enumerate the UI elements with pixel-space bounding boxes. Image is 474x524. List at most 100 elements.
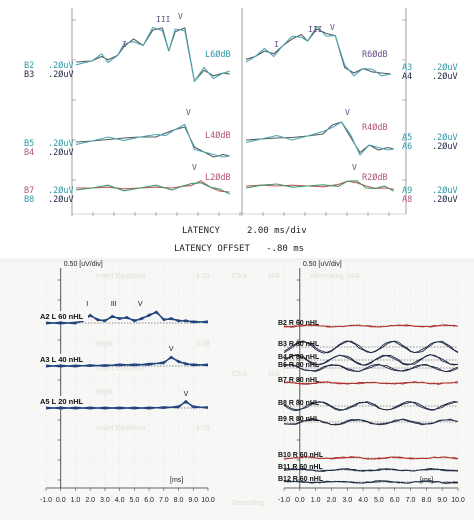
top-right-wave-marker: I bbox=[274, 40, 279, 49]
top-left-channel-label: B4 bbox=[24, 148, 34, 158]
top-left-scale-label: .2ØuV bbox=[48, 185, 74, 196]
top-left-level-label: L4ØdB bbox=[205, 130, 231, 141]
top-left-wave-marker: V bbox=[178, 12, 183, 21]
bottom-right-x-tick-label: -1.0 bbox=[278, 497, 290, 504]
bottom-left-x-tick-label: 1.0 bbox=[71, 497, 81, 504]
bottom-right-x-tick-label: 5.0 bbox=[374, 497, 384, 504]
bottom-right-trace-1-1 bbox=[283, 340, 459, 354]
bottom-right-x-tick-label: 6.0 bbox=[390, 497, 400, 504]
top-right-wave-marker: V bbox=[345, 108, 350, 117]
bottom-right-trace-label: B9 R 80 nHL bbox=[278, 416, 320, 423]
bottom-right-trace-7-1 bbox=[283, 456, 459, 460]
top-trace-5-1 bbox=[245, 180, 395, 192]
bottom-left-label-bg bbox=[42, 311, 88, 321]
bottom-left-x-tick-label: 8.0 bbox=[174, 497, 184, 504]
top-labels: B2 .2ØuV B3 .2ØuV B5 .2ØuV B4 .2ØuV B7 .2ØuV B8 .2Ø… bbox=[24, 12, 458, 205]
faint-bg-label: Alternating bbox=[310, 273, 344, 280]
top-trace-3-1 bbox=[245, 25, 391, 77]
top-left-channel-label: B7 bbox=[24, 186, 34, 196]
top-left-channel-label: B8 bbox=[24, 195, 34, 205]
bottom-right-trace-label: B3 R 80 nHL bbox=[278, 341, 320, 348]
top-right-level-label: R2ØdB bbox=[362, 172, 388, 183]
bottom-right-trace-label: B6 R 80 nHL bbox=[278, 362, 320, 369]
bottom-left-trace-label: A3 L 40 nHL bbox=[40, 355, 84, 364]
bottom-left-x-tick-label: 3.0 bbox=[100, 497, 110, 504]
bottom-left-label-bg bbox=[42, 354, 88, 364]
bottom-right-unit-label: [ms] bbox=[420, 477, 433, 484]
bottom-right-trace-5-0 bbox=[283, 401, 459, 411]
top-right-channel-label: A5 bbox=[402, 133, 412, 143]
bottom-right-x-tick-label: 3.0 bbox=[342, 497, 352, 504]
bottom-left-trace-2-2 bbox=[45, 401, 209, 410]
bottom-abr-panel: Insert Earphone Right Insert Earphone Right… bbox=[0, 261, 474, 520]
bottom-left-trace-label: A2 L 60 nHL bbox=[40, 312, 84, 321]
bottom-left-trace-2-1 bbox=[46, 400, 209, 409]
bottom-right-trace-9-1 bbox=[283, 480, 459, 484]
top-left-wave-marker: III bbox=[156, 15, 171, 24]
top-right-channel-label: A9 bbox=[402, 186, 412, 196]
bottom-right-trace-2-1 bbox=[283, 354, 459, 366]
bottom-left-wave-marker: I bbox=[86, 301, 88, 308]
top-left-channel-label: B5 bbox=[24, 139, 34, 149]
top-left-scale-label: .2ØuV bbox=[48, 69, 74, 80]
bottom-left-wave-marker: V bbox=[184, 391, 189, 398]
bottom-right-x-tick-label: 8.0 bbox=[421, 497, 431, 504]
bottom-right-x-tick-label: 10.0 bbox=[451, 497, 465, 504]
bottom-right-x-tick-label: 7.0 bbox=[406, 497, 416, 504]
faint-bg-label: Right bbox=[96, 341, 112, 348]
top-left-wave-marker: V bbox=[192, 163, 197, 172]
bottom-left-chart: -1.0 0.0 1.0 2.0 3.0 4.0 5.0 6.0 7.0 8.0 9.0 10.0 0.… bbox=[40, 261, 215, 504]
top-right-wave-marker: V bbox=[352, 163, 357, 172]
bottom-left-wave-marker: V bbox=[138, 301, 143, 308]
top-right-level-label: R6ØdB bbox=[362, 49, 388, 60]
top-right-scale-label: .2ØuV bbox=[432, 185, 458, 196]
top-left-scale-label: .2ØuV bbox=[48, 147, 74, 158]
bottom-left-x-tick-label: 2.0 bbox=[85, 497, 95, 504]
top-traces bbox=[75, 25, 395, 195]
bottom-left-x-tick-label: 6.0 bbox=[144, 497, 154, 504]
top-left-wave-marker: I bbox=[122, 40, 127, 49]
bottom-right-trace-label: B4 R 80 nHL bbox=[278, 354, 320, 361]
faint-bg-number: 4.00 bbox=[196, 425, 210, 432]
faint-bg-label: Insert Earphone bbox=[96, 365, 146, 372]
bottom-background bbox=[0, 262, 474, 520]
bottom-right-trace-5-1 bbox=[283, 401, 459, 411]
bottom-right-chart: -1.0 0.0 1.0 2.0 3.0 4.0 5.0 6.0 7.0 8.0 9.0 10.0 0.… bbox=[278, 261, 465, 504]
bottom-right-trace-label: B8 R 80 nHL bbox=[278, 400, 320, 407]
bottom-right-scale-label: 0.50 [uV/div] bbox=[303, 261, 342, 268]
faint-bg-label: Recording bbox=[232, 500, 264, 507]
bottom-left-x-tick-label: 5.0 bbox=[129, 497, 139, 504]
bottom-left-x-tick-label: -1.0 bbox=[40, 497, 52, 504]
top-left-scale-label: .2ØuV bbox=[48, 194, 74, 205]
top-right-channel-label: A6 bbox=[402, 142, 412, 152]
latency-offset-label: LATENCY OFFSET -.80 ms bbox=[174, 244, 304, 254]
faint-bg-number: 6.00 bbox=[196, 341, 210, 348]
top-right-scale-label: .2ØuV bbox=[432, 71, 458, 82]
bottom-left-unit-label: [ms] bbox=[170, 477, 183, 484]
bottom-right-x-tick-label: 2.0 bbox=[327, 497, 337, 504]
faint-bg-label: Right bbox=[96, 389, 112, 396]
faint-bg-label: Click bbox=[232, 273, 248, 280]
latency-label: LATENCY 2.00 ms/div bbox=[182, 226, 307, 236]
bottom-left-x-tick-label: 4.0 bbox=[115, 497, 125, 504]
top-trace-2-1 bbox=[75, 182, 230, 195]
bottom-left-wave-marker: III bbox=[111, 301, 117, 308]
bottom-left-x-tick-label: 0.0 bbox=[56, 497, 66, 504]
bottom-right-trace-0-1 bbox=[283, 324, 459, 328]
bottom-left-label-bg bbox=[42, 396, 88, 406]
faint-background-text: Insert Earphone Right Insert Earphone Right… bbox=[96, 273, 360, 507]
bottom-left-x-tick-label: 10.0 bbox=[201, 497, 215, 504]
bottom-right-x-tick-label: 4.0 bbox=[358, 497, 368, 504]
bottom-right-trace-8-1 bbox=[283, 468, 459, 472]
top-right-channel-label: A3 bbox=[402, 63, 412, 73]
top-trace-4-0 bbox=[245, 121, 394, 154]
bottom-right-x-tick-label: 0.0 bbox=[295, 497, 305, 504]
panel-divider bbox=[0, 258, 474, 262]
bottom-left-x-tick-label: 9.0 bbox=[188, 497, 198, 504]
faint-bg-label: N/A bbox=[348, 273, 360, 280]
top-right-channel-label: A8 bbox=[402, 195, 412, 205]
faint-bg-label: Insert Earphone bbox=[96, 425, 146, 432]
bottom-right-trace-label: B12 R 60 nHL bbox=[278, 476, 324, 483]
